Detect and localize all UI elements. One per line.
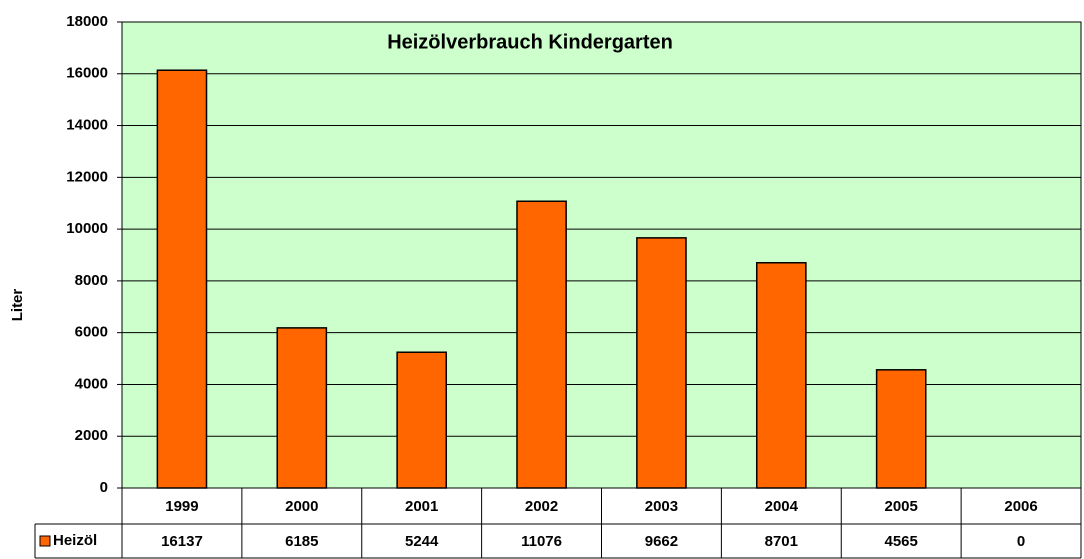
y-axis-label: Liter [9,289,26,322]
y-tick-label: 12000 [66,168,108,185]
table-value: 0 [1017,533,1025,550]
y-tick-label: 0 [100,479,108,496]
chart-title: Heizölverbrauch Kindergarten [387,31,673,53]
table-value: 9662 [645,533,678,550]
y-tick-label: 6000 [75,324,108,341]
bar [396,351,448,489]
y-tick-label: 8000 [75,272,108,289]
bar [636,237,687,489]
x-tick-label: 2000 [285,498,318,515]
y-tick-label: 2000 [75,427,108,444]
y-tick-label: 16000 [66,65,108,82]
y-tick-label: 10000 [66,220,108,237]
bar [875,369,927,489]
y-tick-label: 4000 [75,375,108,392]
table-value: 8701 [765,533,798,550]
legend-label: Heizöl [53,532,97,549]
x-tick-label: 2003 [645,498,678,515]
table-value: 6185 [285,533,318,550]
table-value: 16137 [161,533,203,550]
legend-key [39,535,51,547]
bar [156,69,208,489]
x-tick-label: 2001 [405,498,438,515]
y-tick-label: 14000 [66,117,108,134]
bar [516,200,567,489]
x-tick-label: 2006 [1004,498,1037,515]
x-tick-label: 1999 [165,498,198,515]
table-value: 4565 [885,533,918,550]
x-tick-label: 2002 [525,498,558,515]
table-value: 11076 [521,533,562,550]
x-tick-label: 2005 [885,498,918,515]
plot-area [121,21,1082,489]
table-value: 5244 [405,533,439,550]
bar [276,327,328,489]
bar [755,261,807,489]
y-tick-label: 18000 [66,13,108,30]
x-tick-label: 2004 [765,498,799,515]
